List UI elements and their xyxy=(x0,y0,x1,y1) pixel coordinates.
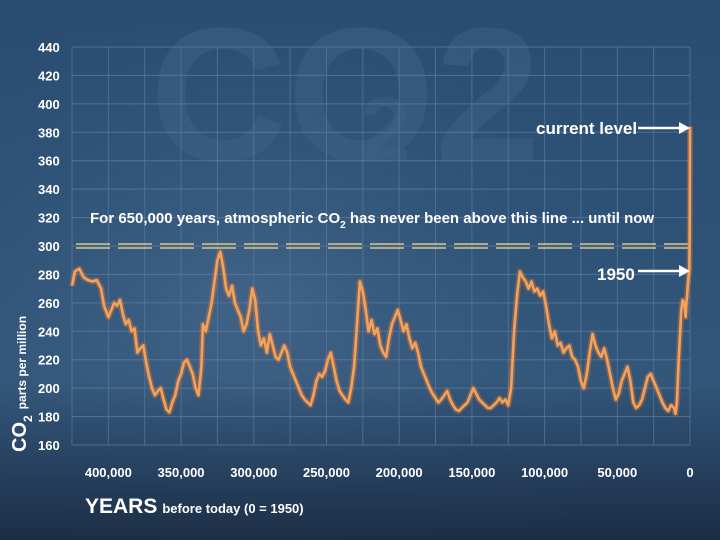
arrow-1950 xyxy=(638,265,690,277)
arrow-current-level xyxy=(638,122,690,134)
y-tick-label: 300 xyxy=(38,239,60,254)
annotation-1950: 1950 xyxy=(597,265,635,284)
co2-series xyxy=(69,126,693,417)
x-tick-label: 0 xyxy=(686,465,693,480)
x-tick-label: 100,000 xyxy=(521,465,568,480)
y-tick-label: 400 xyxy=(38,97,60,112)
y-axis-label-co: CO2parts per million xyxy=(9,316,35,452)
y-tick-label: 240 xyxy=(38,324,60,339)
x-tick-label: 350,000 xyxy=(158,465,205,480)
x-tick-label: 50,000 xyxy=(597,465,637,480)
y-tick-label: 380 xyxy=(38,125,60,140)
threshold-label: For 650,000 years, atmospheric CO2 has n… xyxy=(90,210,654,231)
x-tick-label: 400,000 xyxy=(85,465,132,480)
x-axis-ticks: 400,000 350,000 300,000 250,000 200,000 150,0… xyxy=(85,465,694,480)
chart-title-subscript: 2 xyxy=(360,80,410,180)
y-tick-label: 200 xyxy=(38,381,60,396)
y-tick-label: 280 xyxy=(38,267,60,282)
y-axis-ticks: 160 180 200 220 240 260 280 300 320 340 360 380 400 4… xyxy=(38,40,60,453)
y-tick-label: 420 xyxy=(38,68,60,83)
y-tick-label: 180 xyxy=(38,410,60,425)
y-tick-label: 320 xyxy=(38,211,60,226)
y-tick-label: 260 xyxy=(38,296,60,311)
background-sea xyxy=(0,380,720,540)
x-tick-label: 250,000 xyxy=(303,465,350,480)
annotation-current-level: current level xyxy=(536,119,637,138)
co2-series-line xyxy=(70,126,692,415)
y-tick-label: 160 xyxy=(38,438,60,453)
x-tick-label: 200,000 xyxy=(376,465,423,480)
x-tick-label: 150,000 xyxy=(448,465,495,480)
x-axis-label: YEARS before today (0 = 1950) xyxy=(85,495,304,518)
x-tick-label: 300,000 xyxy=(230,465,277,480)
threshold-line xyxy=(76,243,690,249)
y-tick-label: 340 xyxy=(38,182,60,197)
y-tick-label: 440 xyxy=(38,40,60,55)
y-tick-label: 220 xyxy=(38,353,60,368)
y-tick-label: 360 xyxy=(38,154,60,169)
chart-title: CO2 xyxy=(150,0,541,201)
y-axis-label: CO2parts per million xyxy=(9,316,35,452)
